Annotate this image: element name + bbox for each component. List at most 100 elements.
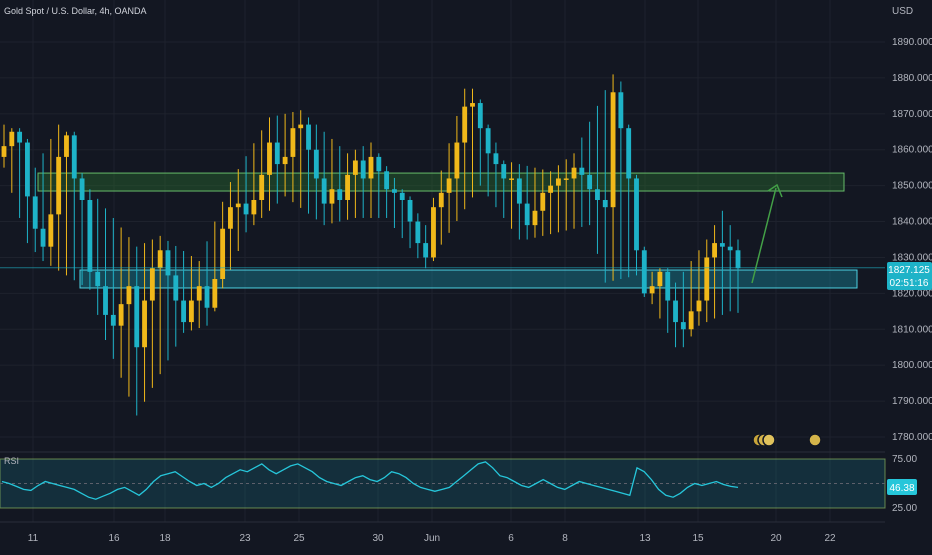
projection-arrow[interactable] bbox=[751, 183, 783, 284]
candle-body bbox=[462, 106, 468, 143]
support-zone[interactable] bbox=[79, 269, 858, 289]
candle-body bbox=[243, 203, 249, 215]
candle-body bbox=[485, 128, 491, 154]
candle bbox=[595, 105, 600, 254]
candle-body bbox=[602, 200, 608, 208]
y-tick-label: 1790.000 bbox=[892, 396, 932, 407]
candle-body bbox=[134, 286, 140, 348]
candle-body bbox=[313, 149, 319, 179]
candle-body bbox=[64, 135, 69, 157]
candle-body bbox=[95, 271, 101, 287]
candle bbox=[563, 159, 569, 231]
x-tick-label: 20 bbox=[770, 533, 782, 544]
last-price-badge: 1827.125 02:51:16 bbox=[887, 262, 932, 290]
candle bbox=[17, 128, 23, 218]
candle-body bbox=[212, 279, 218, 308]
candle-body bbox=[118, 304, 124, 326]
candle bbox=[306, 117, 311, 214]
arrow-head bbox=[767, 183, 783, 198]
candle-body bbox=[228, 207, 233, 229]
candle bbox=[173, 245, 179, 347]
candle bbox=[548, 171, 554, 235]
y-tick-label: 1810.000 bbox=[892, 324, 932, 335]
candle-body bbox=[352, 160, 358, 175]
event-coin-icon[interactable] bbox=[808, 433, 822, 447]
candle bbox=[399, 189, 405, 239]
candle bbox=[9, 128, 15, 193]
x-tick-label: 15 bbox=[692, 533, 704, 544]
candle-body bbox=[329, 189, 335, 204]
event-markers[interactable] bbox=[752, 433, 822, 447]
candle-body bbox=[680, 322, 686, 330]
candle-body bbox=[673, 300, 678, 323]
candle bbox=[392, 177, 397, 229]
rsi-line bbox=[1, 461, 739, 500]
countdown-timer: 02:51:16 bbox=[890, 278, 929, 289]
candle bbox=[704, 239, 710, 323]
last-price-value: 1827.125 bbox=[888, 265, 930, 276]
y-tick-label: 1840.000 bbox=[892, 217, 932, 228]
candle bbox=[634, 174, 639, 276]
candle bbox=[680, 271, 686, 348]
candle-body bbox=[165, 250, 171, 276]
candle bbox=[649, 271, 655, 305]
candle bbox=[509, 162, 514, 229]
candle-body bbox=[17, 131, 23, 143]
candle-body bbox=[696, 300, 702, 312]
x-tick-label: 11 bbox=[28, 533, 39, 544]
price-badge-bg bbox=[887, 262, 932, 290]
candle-body bbox=[204, 286, 210, 308]
candle-body bbox=[376, 156, 382, 172]
candle-body bbox=[399, 192, 405, 200]
candle bbox=[32, 167, 38, 253]
candle-body bbox=[345, 174, 350, 200]
y-tick-label: 1850.000 bbox=[892, 181, 932, 192]
candle bbox=[71, 131, 77, 281]
candle-body bbox=[477, 103, 483, 129]
candle-body bbox=[32, 196, 38, 229]
candle-body bbox=[595, 189, 600, 200]
candle bbox=[188, 256, 194, 331]
candle-body bbox=[220, 228, 226, 279]
candle-body bbox=[306, 124, 311, 150]
price-axis[interactable]: 1780.000 1790.000 1800.000 1810.000 1820.000… bbox=[892, 37, 932, 443]
candle-body bbox=[149, 268, 155, 301]
candle-body bbox=[727, 246, 733, 251]
candle-body bbox=[103, 286, 108, 315]
candle bbox=[337, 146, 343, 222]
candle-body bbox=[142, 300, 147, 348]
candle bbox=[360, 146, 366, 218]
candle bbox=[79, 173, 85, 285]
y-tick-label: 1820.000 bbox=[892, 288, 932, 299]
candle bbox=[641, 246, 647, 297]
candle bbox=[579, 137, 585, 227]
candle bbox=[688, 261, 694, 337]
candle-body bbox=[110, 314, 116, 326]
candle-body bbox=[188, 300, 194, 323]
candle bbox=[352, 149, 358, 218]
rsi-axis[interactable]: 75.00 25.00 bbox=[892, 454, 917, 514]
candle bbox=[376, 153, 382, 218]
time-axis[interactable]: 11 16 18 23 25 30 Jun 6 8 13 15 20 22 bbox=[28, 533, 836, 544]
candle-body bbox=[423, 243, 429, 258]
candle-body bbox=[665, 271, 671, 301]
candle bbox=[384, 166, 390, 218]
y-tick-label: 1830.000 bbox=[892, 252, 932, 263]
candle-body bbox=[548, 185, 554, 193]
rsi-tick-label: 75.00 bbox=[892, 454, 917, 465]
x-tick-label: 25 bbox=[293, 533, 305, 544]
candle-body bbox=[587, 174, 593, 190]
candle-body bbox=[509, 178, 514, 180]
rsi-last-value: 46.38 bbox=[889, 483, 914, 494]
x-tick-label: 6 bbox=[508, 533, 514, 544]
candle-body bbox=[274, 142, 280, 165]
candle bbox=[493, 142, 499, 208]
rsi-pane[interactable]: RSI bbox=[0, 456, 886, 509]
candle bbox=[485, 124, 491, 197]
y-tick-label: 1890.000 bbox=[892, 37, 932, 48]
candle bbox=[454, 115, 460, 222]
candle bbox=[673, 282, 678, 348]
candle bbox=[540, 169, 546, 236]
event-coin-icon[interactable] bbox=[762, 433, 776, 447]
